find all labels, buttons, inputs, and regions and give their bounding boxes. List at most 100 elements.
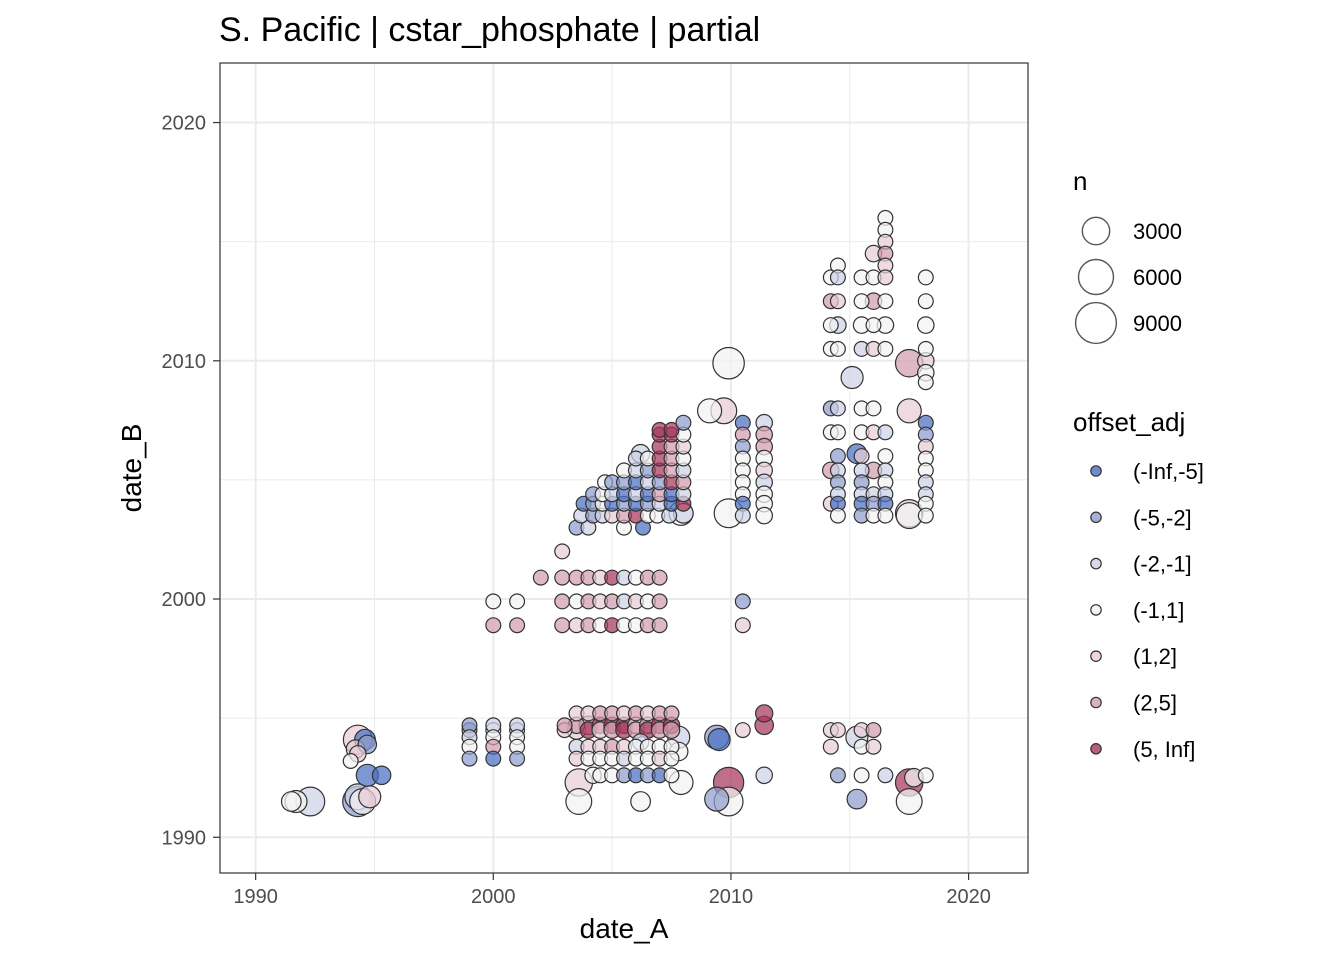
data-point [675,414,692,431]
data-point [829,722,846,739]
color-legend-label: (-Inf,-5] [1133,459,1204,484]
y-tick-label: 2000 [162,589,207,611]
data-point [509,750,526,767]
data-point [663,767,680,784]
data-point [917,340,934,357]
data-point [853,767,870,784]
data-point [651,569,668,586]
color-legend-label: (2,5] [1133,691,1177,716]
data-point [509,593,526,610]
data-point [755,766,773,785]
data-point [663,750,680,767]
data-point [461,750,478,767]
data-point [696,398,723,424]
data-point [755,704,774,723]
data-point [342,752,359,769]
data-point [663,705,680,722]
y-tick-label: 2020 [162,113,207,135]
color-legend-label: (-1,1] [1133,598,1184,623]
data-point [734,507,751,524]
x-tick-label: 2010 [709,886,754,908]
size-legend-key [1081,216,1111,246]
data-point [829,767,846,784]
data-point [877,340,894,357]
size-legend-title: n [1073,166,1087,196]
data-point [865,722,882,739]
color-legend-title: offset_adj [1073,407,1185,437]
size-legend-key [1077,258,1115,296]
data-point [556,717,573,734]
color-legend-label: (-5,-2] [1133,505,1192,530]
data-point [846,788,868,810]
data-point [554,569,571,586]
data-point [734,617,751,634]
data-point [662,721,681,739]
size-legend: n 3000 6000 9000 [1073,166,1182,345]
data-point [840,365,864,390]
data-point [829,507,846,524]
data-point [829,340,846,357]
color-legend-key [1090,696,1102,709]
data-point [829,448,846,465]
x-tick-label: 2000 [471,886,516,908]
data-point [630,791,651,812]
data-point [734,593,751,610]
data-point [663,421,680,438]
data-point [712,346,745,380]
color-legend-key [1090,650,1102,662]
color-legend-key [1090,742,1102,755]
data-point [829,400,846,417]
y-tick-label: 2010 [162,351,207,373]
size-legend-label: 9000 [1133,311,1182,336]
data-point [865,317,882,334]
data-point [877,767,894,784]
data-point [822,738,839,755]
data-point [554,593,571,610]
y-axis: 1990 2000 2010 2020 [162,113,220,849]
data-point [358,785,382,809]
data-point [917,269,934,286]
data-point [532,569,549,586]
y-axis-title: date_B [116,424,147,513]
data-point [916,316,935,334]
data-point [877,507,894,524]
data-point [895,787,923,815]
x-axis: 1990 2000 2010 2020 [233,873,991,908]
data-point [877,424,894,441]
data-point [917,767,934,784]
data-point [917,374,934,391]
data-point [565,787,593,815]
chart-title: S. Pacific | cstar_phosphate | partial [219,11,760,49]
data-point [829,269,846,286]
size-legend-label: 3000 [1133,219,1182,244]
data-point [554,617,571,634]
color-legend-label: (-2,-1] [1133,552,1192,577]
data-point [485,593,502,610]
plot-panel [219,62,1029,874]
data-point [651,593,668,610]
data-point [877,293,894,310]
data-point [917,507,934,524]
data-point [371,765,392,786]
data-point [280,791,302,812]
x-tick-label: 2020 [946,886,991,908]
color-legend-key [1090,557,1102,570]
data-point [853,293,870,310]
data-point [829,293,846,310]
data-point [822,317,839,334]
data-point [704,786,730,812]
size-legend-label: 6000 [1133,265,1182,290]
data-point [865,400,882,417]
color-legend-key [1090,465,1102,477]
size-legend-key [1074,301,1118,345]
color-legend-key [1090,604,1102,616]
data-points [280,209,935,818]
color-legend-label: (5, Inf] [1133,737,1195,762]
plot-border [219,62,1029,874]
data-point [707,727,731,752]
x-tick-label: 1990 [233,886,278,908]
color-legend-key [1090,511,1102,524]
data-point [917,293,934,310]
data-point [877,448,894,465]
